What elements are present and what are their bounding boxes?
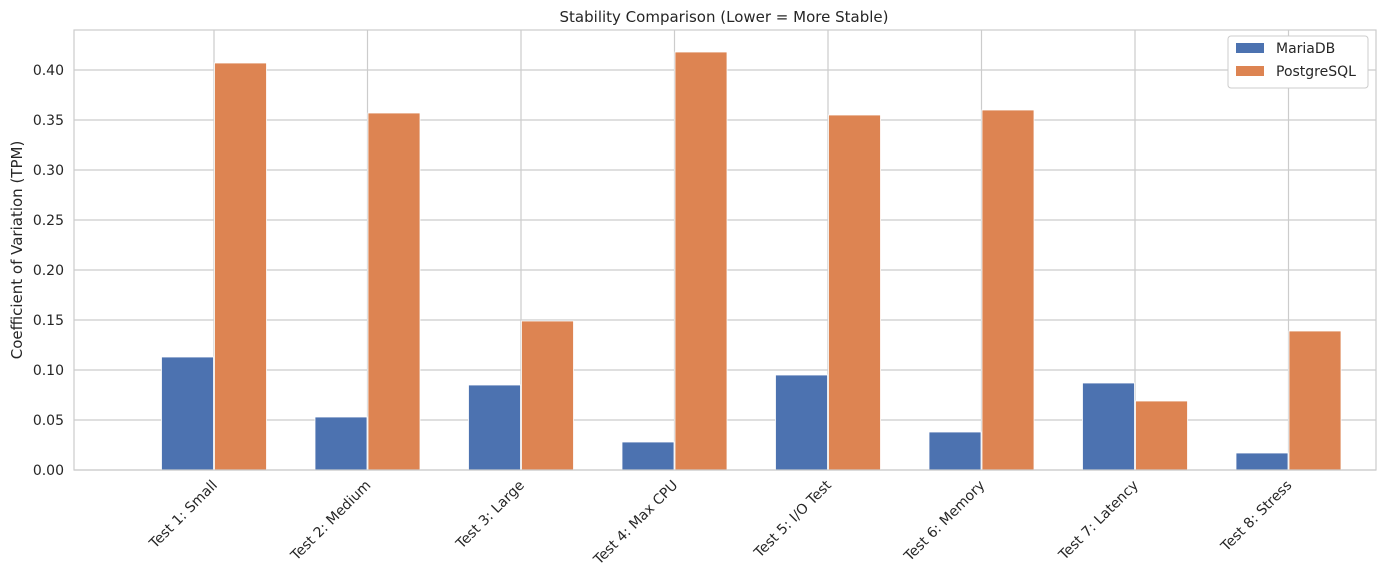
y-tick-labels: 0.00 0.05 0.10 0.15 0.20 0.25 0.30 0.35 0.40 xyxy=(33,63,64,479)
bar-postgresql xyxy=(367,112,421,471)
bar-mariadb xyxy=(1235,452,1289,471)
bar-postgresql xyxy=(1288,330,1342,471)
plot-frame xyxy=(73,29,1377,471)
legend-label-mariadb: MariaDB xyxy=(1276,41,1335,57)
legend-swatch-postgresql xyxy=(1236,66,1264,76)
x-tick-label: Test 8: Stress xyxy=(1217,478,1295,556)
y-axis-label: Coefficient of Variation (TPM) xyxy=(8,141,26,360)
legend-swatch-mariadb xyxy=(1236,43,1264,53)
y-tick-label: 0.35 xyxy=(33,113,64,129)
bars xyxy=(161,51,1342,471)
y-tick-label: 0.30 xyxy=(33,163,64,179)
x-tick-labels: Test 1: Small Test 2: Medium Test 3: Large… xyxy=(146,477,1295,569)
x-tick-label: Test 1: Small xyxy=(146,478,221,553)
bar-mariadb xyxy=(775,374,828,471)
legend: MariaDB PostgreSQL xyxy=(1227,35,1369,89)
x-tick-label: Test 4: Max CPU xyxy=(590,478,681,569)
bar-postgresql xyxy=(981,109,1035,471)
bar-postgresql xyxy=(674,51,728,471)
y-tick-label: 0.40 xyxy=(33,63,64,79)
bar-mariadb xyxy=(928,431,982,471)
y-tick-label: 0.00 xyxy=(33,463,64,479)
bar-postgresql xyxy=(828,114,881,471)
chart-title: Stability Comparison (Lower = More Stabl… xyxy=(560,8,889,26)
bar-postgresql xyxy=(521,320,574,471)
bar-mariadb xyxy=(161,356,214,471)
bar-mariadb xyxy=(621,441,675,471)
y-tick-label: 0.15 xyxy=(33,313,64,329)
y-tick-label: 0.20 xyxy=(33,263,64,279)
bar-mariadb xyxy=(1082,382,1135,471)
bar-mariadb xyxy=(468,384,521,471)
y-tick-label: 0.05 xyxy=(33,413,64,429)
x-tick-label: Test 5: I/O Test xyxy=(751,477,835,561)
x-tick-label: Test 3: Large xyxy=(453,478,528,553)
legend-label-postgresql: PostgreSQL xyxy=(1276,64,1356,80)
y-tick-label: 0.10 xyxy=(33,363,64,379)
bar-mariadb xyxy=(314,416,368,471)
x-tick-label: Test 6: Memory xyxy=(901,478,989,566)
bar-postgresql xyxy=(214,62,267,471)
y-tick-label: 0.25 xyxy=(33,213,64,229)
x-tick-label: Test 2: Medium xyxy=(287,478,374,565)
bar-postgresql xyxy=(1135,400,1188,471)
x-tick-label: Test 7: Latency xyxy=(1055,478,1142,565)
